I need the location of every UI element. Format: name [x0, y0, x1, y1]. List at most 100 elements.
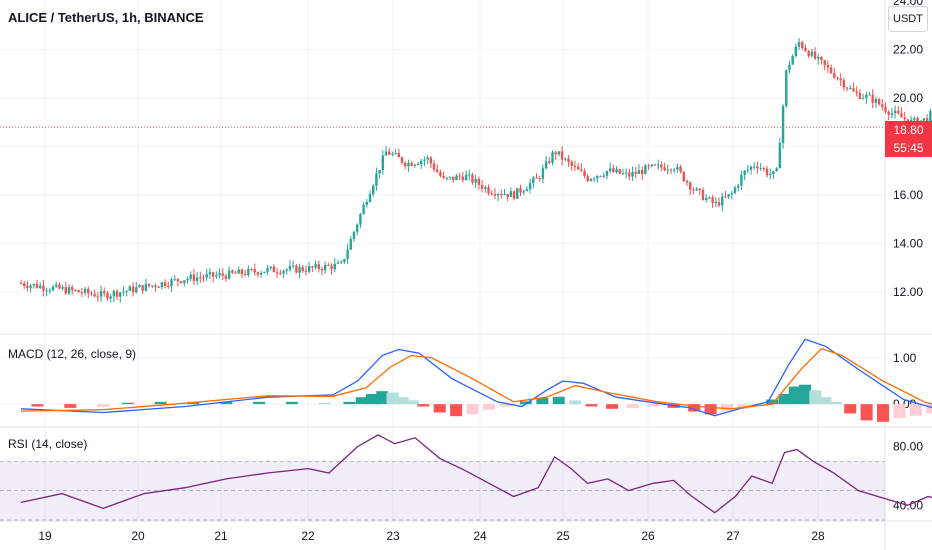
candle-body	[426, 157, 429, 160]
candle-body	[128, 286, 132, 291]
x-tick-label: 22	[301, 529, 315, 543]
macd-histogram-bar	[569, 400, 582, 405]
candle-body	[423, 159, 426, 161]
candle-body	[115, 291, 119, 297]
candle-body	[631, 172, 634, 177]
price-tick-label: 16.00	[893, 188, 923, 202]
candle-body	[548, 161, 551, 163]
candle-body	[608, 168, 612, 172]
candle-body	[823, 60, 826, 65]
candle-body	[55, 284, 58, 287]
candle-body	[544, 161, 548, 169]
candle-body	[397, 153, 401, 158]
candle-body	[884, 106, 887, 112]
candle-body	[900, 113, 903, 118]
candle-body	[727, 194, 730, 197]
candle-body	[231, 270, 234, 273]
candle-body	[640, 170, 644, 175]
x-tick-label: 27	[726, 529, 740, 543]
candle-body	[144, 283, 148, 291]
candle-body	[698, 188, 702, 191]
macd-histogram-bar	[909, 404, 922, 416]
candle-body	[605, 171, 609, 176]
macd-histogram-bar	[417, 404, 430, 407]
candle-body	[788, 64, 791, 71]
candle-body	[554, 152, 557, 155]
candle-body	[420, 160, 423, 165]
candle-body	[455, 175, 458, 181]
candle-body	[500, 194, 503, 196]
macd-histogram-bar	[64, 404, 77, 408]
candle-body	[897, 110, 900, 114]
candle-body	[737, 185, 740, 188]
macd-histogram-bar	[407, 400, 420, 405]
candle-body	[785, 70, 788, 106]
candle-body	[567, 158, 570, 162]
candle-body	[839, 78, 842, 81]
candle-body	[564, 158, 567, 160]
candle-body	[327, 264, 330, 266]
candle-body	[833, 72, 836, 78]
candle-body	[484, 187, 487, 189]
candle-body	[711, 197, 714, 204]
x-tick-label: 23	[386, 529, 400, 543]
candle-body	[804, 48, 807, 52]
candle-body	[845, 87, 849, 89]
candle-body	[80, 292, 84, 294]
candle-body	[154, 285, 157, 287]
candle-body	[775, 168, 778, 172]
candle-body	[135, 287, 138, 293]
candle-body	[612, 168, 615, 172]
candle-body	[275, 272, 279, 274]
macd-histogram-bar	[220, 401, 233, 405]
candle-body	[282, 270, 285, 274]
candle-body	[131, 286, 135, 293]
macd-histogram-bar	[704, 404, 717, 415]
candle-body	[74, 290, 77, 292]
candle-body	[167, 285, 170, 287]
macd-histogram-bar	[926, 404, 932, 414]
candle-body	[298, 267, 301, 273]
candle-body	[372, 185, 375, 195]
candle-body	[96, 296, 100, 298]
macd-histogram-bar	[829, 401, 842, 405]
candle-body	[541, 168, 545, 179]
macd-histogram-bar	[519, 401, 532, 405]
candle-body	[570, 161, 573, 166]
candle-body	[817, 56, 820, 59]
candle-body	[295, 265, 298, 273]
candle-body	[660, 164, 663, 168]
macd-label: MACD (12, 26, close, 9)	[8, 347, 137, 361]
candle-body	[48, 290, 52, 292]
candle-body	[93, 294, 96, 297]
candle-body	[269, 266, 272, 268]
candle-body	[29, 285, 32, 288]
candle-body	[410, 162, 413, 166]
x-tick-label: 25	[556, 529, 570, 543]
candle-body	[330, 265, 333, 270]
candle-body	[151, 285, 154, 287]
candle-body	[586, 176, 589, 181]
symbol-title: ALICE / TetherUS, 1h, BINANCE	[8, 10, 204, 25]
candle-body	[199, 277, 202, 279]
candle-body	[304, 270, 308, 272]
currency-button[interactable]: USDT	[888, 6, 928, 32]
candle-body	[893, 110, 897, 114]
candle-body	[615, 169, 618, 172]
candle-countdown: 55:45	[893, 141, 924, 155]
candle-body	[106, 293, 109, 299]
candle-body	[855, 91, 858, 93]
candle-body	[160, 282, 164, 288]
candle-body	[865, 94, 868, 98]
rsi-label: RSI (14, close)	[8, 437, 88, 451]
candle-body	[413, 164, 417, 166]
macd-histogram-bar	[877, 404, 890, 422]
candle-body	[388, 151, 391, 155]
candle-body	[769, 174, 772, 176]
candle-body	[807, 51, 810, 57]
candle-body	[881, 104, 884, 107]
candle-body	[189, 274, 192, 279]
candle-body	[125, 290, 128, 292]
